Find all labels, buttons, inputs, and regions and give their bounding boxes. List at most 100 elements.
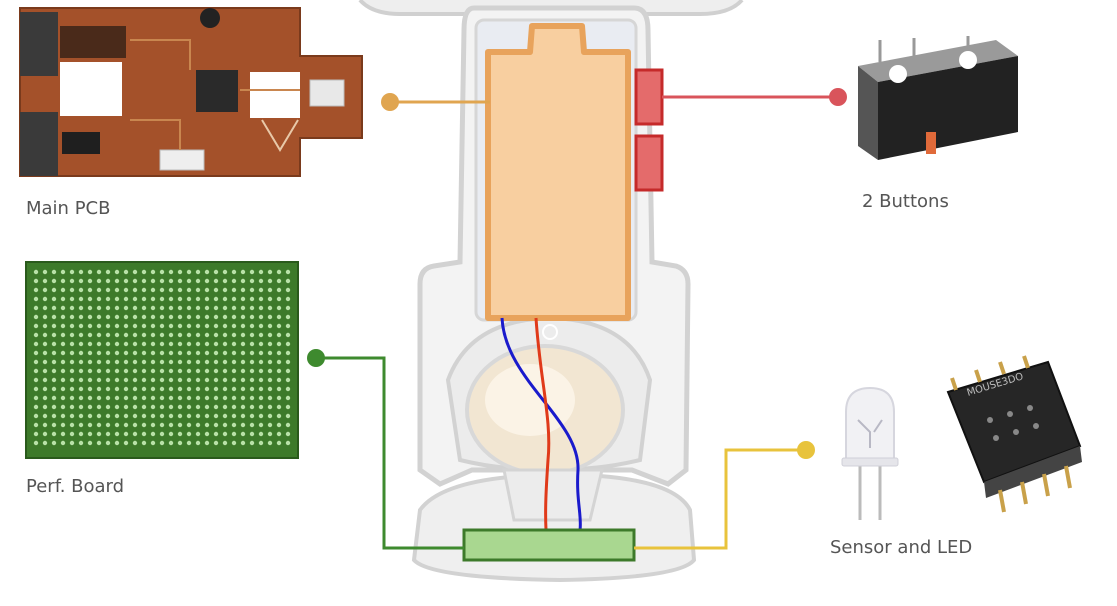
pcb-leader-dot [381, 93, 399, 111]
perf-hole [195, 314, 201, 320]
perf-hole [51, 269, 57, 275]
perf-hole [285, 314, 291, 320]
perf-hole [267, 422, 273, 428]
perf-hole [186, 323, 192, 329]
perf-hole [258, 314, 264, 320]
perf-hole [60, 296, 66, 302]
perf-hole [42, 377, 48, 383]
perf-hole [177, 296, 183, 302]
perf-hole [69, 413, 75, 419]
switch-front [878, 56, 1018, 160]
perf-hole [267, 359, 273, 365]
perf-hole [78, 386, 84, 392]
perf-hole [249, 350, 255, 356]
perf-hole [267, 377, 273, 383]
perf-hole [141, 287, 147, 293]
perf-hole [141, 395, 147, 401]
perf-hole [141, 422, 147, 428]
perf-hole [222, 287, 228, 293]
perf-hole [96, 413, 102, 419]
perf-hole [114, 386, 120, 392]
perf-hole [132, 350, 138, 356]
buttons-label: 2 Buttons [862, 191, 949, 212]
perf-hole [222, 395, 228, 401]
perf-hole [33, 395, 39, 401]
perf-hole [33, 422, 39, 428]
led-rim [841, 457, 899, 467]
perf-hole [195, 332, 201, 338]
perf-hole [186, 332, 192, 338]
perf-hole [267, 296, 273, 302]
perf-hole [150, 278, 156, 284]
perf-hole [123, 359, 129, 365]
perf-hole [114, 269, 120, 275]
perf-hole [42, 368, 48, 374]
perf-hole [177, 404, 183, 410]
perf-hole [150, 305, 156, 311]
perf-hole [87, 386, 93, 392]
perf-hole [177, 413, 183, 419]
perf-hole [123, 269, 129, 275]
perf-hole [186, 305, 192, 311]
perf-hole [222, 377, 228, 383]
perf-hole [60, 359, 66, 365]
perf-hole [132, 341, 138, 347]
perf-hole [213, 440, 219, 446]
perf-hole [123, 332, 129, 338]
button-block-top [634, 68, 664, 126]
perf-hole [159, 404, 165, 410]
pcb-cutout-a [60, 62, 122, 116]
perf-hole [159, 440, 165, 446]
perf-hole [258, 368, 264, 374]
perf-hole [177, 305, 183, 311]
perf-hole [69, 332, 75, 338]
perf-hole [87, 305, 93, 311]
perf-hole [285, 323, 291, 329]
perf-hole [204, 377, 210, 383]
perf-hole [204, 431, 210, 437]
perf-hole [213, 377, 219, 383]
perf-hole [249, 422, 255, 428]
perf-hole [69, 422, 75, 428]
perf-hole [132, 296, 138, 302]
perf-hole [168, 368, 174, 374]
perf-hole [105, 422, 111, 428]
perf-hole [42, 413, 48, 419]
perf-hole [33, 431, 39, 437]
perf-hole [141, 269, 147, 275]
perf-hole [276, 422, 282, 428]
switch-hole-b [959, 51, 977, 69]
perf-hole [96, 341, 102, 347]
perf-hole [285, 305, 291, 311]
perf-hole [141, 368, 147, 374]
perf-hole [240, 314, 246, 320]
perf-hole [150, 269, 156, 275]
perf-hole [213, 278, 219, 284]
perf-hole [60, 323, 66, 329]
perf-hole [60, 278, 66, 284]
perf-hole [267, 305, 273, 311]
perf-hole [168, 323, 174, 329]
perf-hole [249, 269, 255, 275]
perf-hole [87, 269, 93, 275]
perf-hole [177, 440, 183, 446]
perf-hole [240, 377, 246, 383]
perf-hole [231, 368, 237, 374]
perf-hole [114, 314, 120, 320]
perf-hole [78, 422, 84, 428]
sensor-pin-top-4 [1022, 355, 1030, 369]
perf-hole [96, 359, 102, 365]
perf-hole [240, 359, 246, 365]
perf-hole [177, 359, 183, 365]
perf-hole [33, 296, 39, 302]
perf-hole [186, 359, 192, 365]
perf-hole [132, 269, 138, 275]
perf-hole [285, 350, 291, 356]
pcb-switch-bottom [20, 112, 58, 176]
perf-hole [105, 296, 111, 302]
perf-hole [204, 359, 210, 365]
perf-hole [195, 341, 201, 347]
perf-hole [285, 278, 291, 284]
perf-hole [87, 350, 93, 356]
perf-hole [168, 278, 174, 284]
